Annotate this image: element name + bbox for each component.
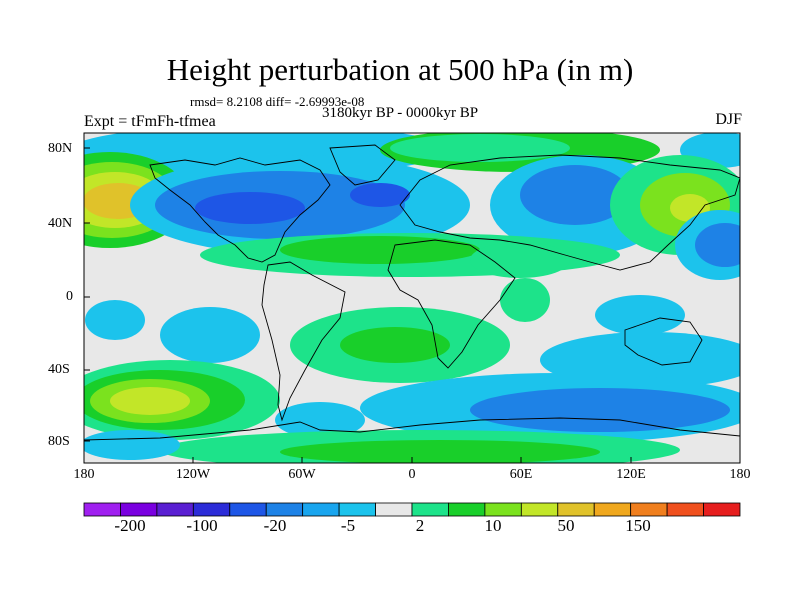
outline-greenland (329, 144, 396, 186)
lat-label-40s: 40S (48, 362, 70, 377)
colorbar-swatch (120, 502, 158, 517)
colorbar-swatch (630, 502, 668, 517)
lat-label-0: 0 (66, 289, 73, 304)
lat-label-40n: 40N (48, 216, 73, 231)
lon-label-180-east: 180 (729, 467, 751, 482)
lon-label-60e: 60E (509, 467, 533, 482)
lon-label-120w: 120W (175, 467, 211, 482)
colorbar-swatch (448, 502, 486, 517)
colorbar-label: -5 (340, 516, 356, 535)
season-label: DJF (715, 111, 742, 128)
contour-natl-neg-3 (195, 192, 305, 224)
colorbar-swatch (229, 502, 267, 517)
colorbar-swatch (484, 502, 522, 517)
colorbar-swatch (666, 502, 704, 517)
colorbar-swatch (557, 502, 595, 517)
contour-trop-pac-neg (85, 300, 145, 340)
lat-label-80n: 80N (48, 141, 73, 156)
contour-antarctic-pos-2 (280, 440, 600, 463)
experiment-label: Expt = tFmFh-tfmea (84, 113, 216, 130)
contour-nepac-neg-2 (695, 223, 740, 267)
colorbar-label: 150 (625, 516, 651, 535)
contour-trop-io-neg (595, 295, 685, 335)
contour-samer-pos-2 (340, 327, 450, 363)
colorbar-label: 10 (484, 516, 502, 535)
lon-label-120e: 120E (616, 467, 646, 482)
stats-line: rmsd= 8.2108 diff= -2.69993e-08 (190, 94, 365, 109)
lon-label-60w: 60W (288, 467, 316, 482)
colorbar-swatch (520, 502, 559, 517)
contour-socean-neg-3 (275, 402, 365, 438)
outline-australia (624, 317, 703, 366)
contour-spac-pos-4 (110, 387, 190, 415)
contour-siberia-neg-2 (520, 165, 630, 225)
contour-scentral-neg (160, 307, 260, 363)
lon-label-0: 0 (408, 467, 416, 482)
colorbar-label: 50 (557, 516, 575, 535)
contour-natl-neg-4 (350, 183, 410, 207)
colorbar-swatch (83, 502, 121, 517)
lon-label-180-west: 180 (73, 467, 95, 482)
colorbar-swatch (302, 502, 340, 517)
outline-eurasia (399, 154, 740, 271)
colorbar-swatch (375, 502, 413, 517)
axis-ticks (84, 147, 632, 463)
colorbar-swatch (192, 502, 231, 517)
outline-south-america (261, 261, 346, 422)
outline-antarctica (84, 417, 740, 441)
contour-field (84, 133, 740, 463)
contour-antarctic-neg-west (84, 430, 180, 460)
colorbar-label: 2 (415, 516, 425, 535)
colorbar (83, 502, 741, 517)
colorbar-swatch (593, 502, 632, 517)
colorbar-label: -100 (186, 516, 218, 535)
colorbar-swatch (703, 502, 741, 517)
outline-africa (387, 239, 516, 369)
time-range-subtitle: 3180kyr BP - 0000kyr BP (322, 105, 479, 121)
colorbar-label: -20 (263, 516, 287, 535)
colorbar-label: -200 (114, 516, 146, 535)
colorbar-swatch (265, 502, 304, 517)
contour-subtrop-pos-2 (280, 236, 480, 264)
colorbar-swatch (338, 502, 376, 517)
outline-north-america (149, 157, 331, 263)
contour-trop-atl-pos (500, 278, 550, 322)
colorbar-swatch (156, 502, 194, 517)
contour-socean-neg-2 (470, 388, 730, 432)
contour-subtrop-pos-3 (470, 242, 570, 278)
lat-label-80s: 80S (48, 434, 70, 449)
map-title: Height perturbation at 500 hPa (in m) (166, 52, 634, 87)
colorbar-swatch (411, 502, 449, 517)
continent-outlines (84, 144, 740, 441)
contour-arctic-pos-inner (390, 134, 570, 162)
